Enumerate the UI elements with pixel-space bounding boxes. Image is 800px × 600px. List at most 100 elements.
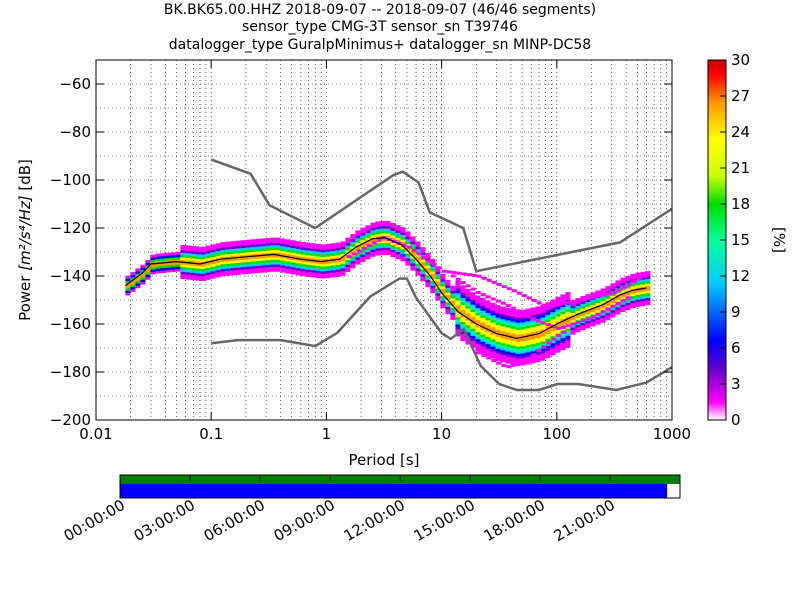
density-cell: [265, 264, 271, 268]
density-cell: [465, 284, 471, 288]
density-cell: [575, 310, 581, 314]
density-cell: [215, 264, 221, 268]
density-cell: [215, 269, 221, 273]
density-cell: [530, 355, 536, 359]
density-cell: [150, 254, 156, 258]
density-cell: [255, 270, 261, 274]
time-tick-label: 12:00:00: [341, 496, 408, 545]
density-cell: [355, 256, 361, 260]
density-cell: [480, 329, 486, 333]
density-cell: [265, 266, 271, 270]
density-cell: [525, 332, 531, 336]
density-cell: [385, 247, 391, 251]
density-cell: [365, 251, 371, 255]
density-cell: [395, 253, 401, 257]
density-cell: [300, 242, 306, 246]
density-cell: [620, 289, 626, 293]
density-cell: [145, 262, 151, 266]
density-cell: [380, 223, 386, 227]
density-cell: [540, 355, 546, 359]
density-cell: [510, 340, 516, 344]
density-cell: [420, 268, 426, 272]
density-cell: [380, 228, 386, 232]
density-cell: [375, 230, 381, 234]
density-cell: [615, 299, 621, 303]
density-cell: [490, 326, 496, 330]
density-cell: [575, 305, 581, 309]
density-cell: [645, 280, 651, 284]
density-cell: [345, 261, 351, 265]
density-cell: [605, 310, 611, 314]
density-cell: [535, 308, 541, 312]
density-cell: [625, 304, 631, 308]
density-cell: [600, 290, 606, 294]
density-cell: [415, 267, 421, 271]
density-cell: [495, 309, 501, 313]
density-cell: [125, 292, 131, 296]
y-tick-label: −200: [50, 411, 91, 429]
density-cell: [635, 294, 641, 298]
density-cell: [335, 252, 341, 256]
density-cell: [405, 233, 411, 237]
density-cell: [220, 268, 226, 272]
density-cell: [190, 245, 196, 249]
density-cell: [240, 245, 246, 249]
density-cell: [545, 352, 551, 356]
density-cell: [361, 246, 367, 250]
density-cell: [580, 312, 586, 316]
density-cell: [205, 255, 211, 259]
density-cell: [525, 308, 531, 312]
density-cell: [315, 265, 321, 269]
density-cell: [215, 274, 221, 278]
density-cell: [495, 317, 501, 321]
density-cell: [340, 267, 346, 271]
density-cell: [385, 225, 391, 229]
density-cell: [415, 272, 421, 276]
density-cell: [245, 254, 251, 258]
density-cell: [440, 283, 446, 287]
density-cell: [505, 310, 511, 314]
density-cell: [546, 305, 552, 309]
density-cell: [205, 252, 211, 256]
density-cell: [545, 316, 551, 320]
density-cell: [280, 264, 286, 268]
density-cell: [575, 326, 581, 330]
density-cell: [325, 275, 331, 279]
density-cell: [235, 262, 241, 266]
density-cell: [560, 308, 566, 312]
density-cell: [295, 267, 301, 271]
density-cell: [455, 290, 461, 294]
density-cell: [175, 266, 181, 270]
density-cell: [195, 258, 201, 262]
density-cell: [250, 256, 256, 260]
density-cell: [285, 258, 291, 262]
density-cell: [505, 358, 511, 362]
density-cell: [640, 295, 646, 299]
density-cell: [455, 314, 461, 318]
density-cell: [295, 250, 301, 254]
density-cell: [635, 296, 641, 300]
density-cell: [320, 249, 326, 253]
density-cell: [440, 276, 446, 280]
density-cell: [360, 256, 366, 260]
density-cell: [205, 250, 211, 254]
density-cell: [550, 316, 556, 320]
density-cell: [530, 343, 536, 347]
density-cell: [285, 248, 291, 252]
density-cell: [360, 254, 366, 258]
density-cell: [545, 309, 551, 313]
density-cell: [315, 258, 321, 262]
density-cell: [540, 350, 546, 354]
density-cell: [545, 343, 551, 347]
density-cell: [225, 251, 231, 255]
density-cell: [435, 287, 441, 291]
density-cell: [300, 254, 306, 258]
density-cell: [230, 267, 236, 271]
density-cell: [520, 352, 526, 356]
density-cell: [200, 273, 206, 277]
density-cell: [595, 319, 601, 323]
density-cell: [310, 252, 316, 256]
density-cell: [505, 355, 511, 359]
density-cell: [565, 344, 571, 348]
density-cell: [560, 344, 566, 348]
